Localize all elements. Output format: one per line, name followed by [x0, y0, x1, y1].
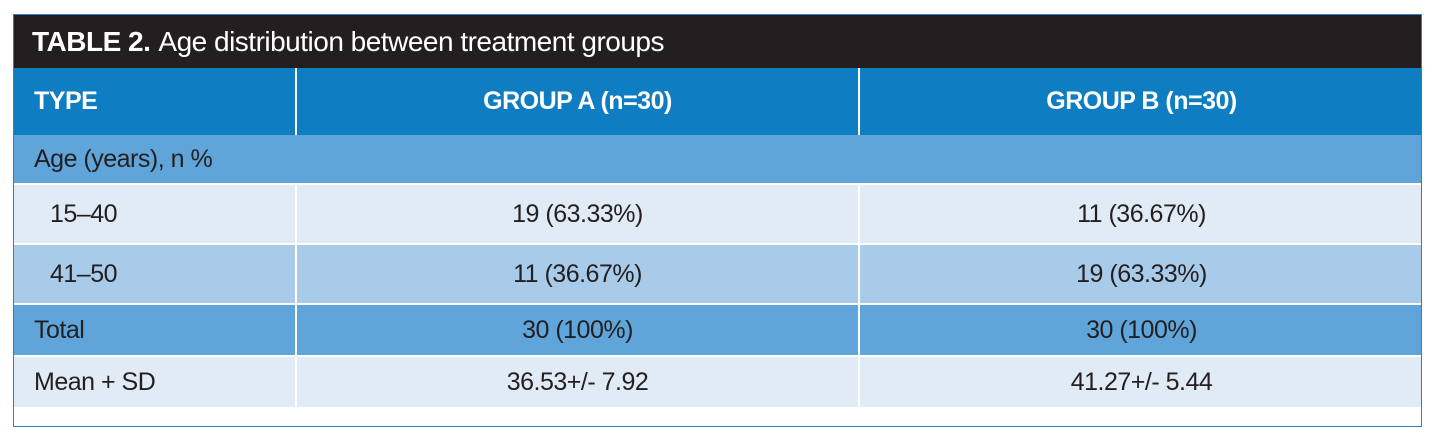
row-label: Total [14, 304, 297, 357]
table-label: TABLE 2. [32, 25, 151, 57]
group-a-cell: 19 (63.33%) [296, 184, 860, 245]
group-a-cell: 11 (36.67%) [296, 244, 860, 305]
header-type: TYPE [14, 68, 297, 135]
table-frame: TABLE 2. Age distribution between treatm… [13, 14, 1422, 427]
total-row: Total 30 (100%) 30 (100%) [14, 304, 1421, 357]
table-row: 15–40 19 (63.33%) 11 (36.67%) [14, 184, 1421, 245]
group-b-cell: 19 (63.33%) [859, 244, 1421, 305]
row-label: 15–40 [14, 184, 297, 245]
table-caption: Age distribution between treatment group… [158, 25, 664, 57]
section-label: Age (years), n % [14, 135, 1421, 185]
group-b-cell: 11 (36.67%) [859, 184, 1421, 245]
group-b-cell: 41.27+/- 5.44 [859, 356, 1421, 407]
row-label: Mean + SD [14, 356, 297, 407]
table-header-row: TYPE GROUP A (n=30) GROUP B (n=30) [14, 68, 1421, 135]
group-b-cell: 30 (100%) [859, 304, 1421, 357]
table-title-bar: TABLE 2. Age distribution between treatm… [14, 15, 1421, 68]
group-a-cell: 30 (100%) [296, 304, 860, 357]
row-label: 41–50 [14, 244, 297, 305]
table-row: 41–50 11 (36.67%) 19 (63.33%) [14, 244, 1421, 305]
header-group-b: GROUP B (n=30) [859, 68, 1421, 135]
header-group-a: GROUP A (n=30) [296, 68, 860, 135]
age-distribution-table: TYPE GROUP A (n=30) GROUP B (n=30) Age (… [14, 68, 1421, 407]
section-row: Age (years), n % [14, 135, 1421, 185]
mean-sd-row: Mean + SD 36.53+/- 7.92 41.27+/- 5.44 [14, 356, 1421, 407]
group-a-cell: 36.53+/- 7.92 [296, 356, 860, 407]
